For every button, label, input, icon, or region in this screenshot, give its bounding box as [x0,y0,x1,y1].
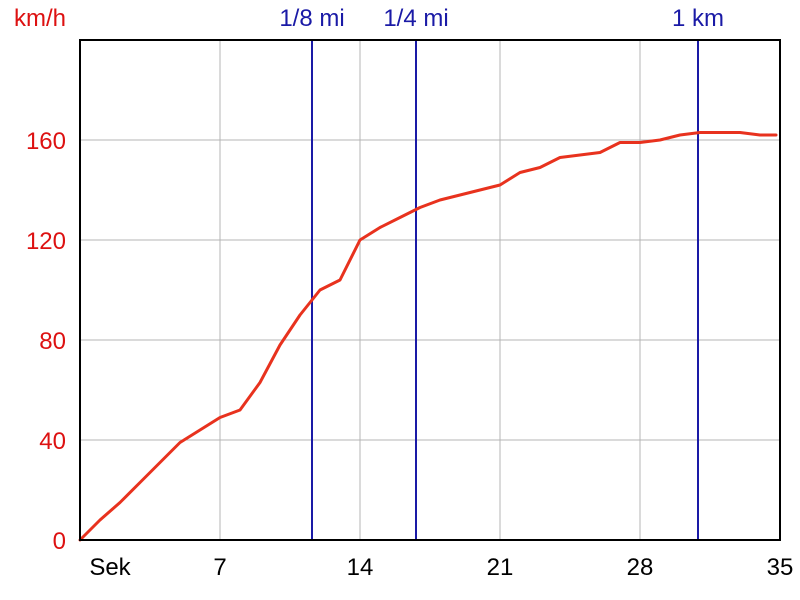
marker-label-1: 1/4 mi [383,5,448,32]
x-tick-label-3: 28 [627,554,654,581]
y-axis-label: km/h [14,5,66,32]
y-tick-label-3: 120 [26,228,66,255]
y-tick-label-0: 0 [53,528,66,555]
x-tick-labels: 7 14 21 28 35 [213,554,793,581]
y-tick-labels: 0 40 80 120 160 [26,128,66,555]
x-axis-label: Sek [89,554,131,581]
plot-frame [79,39,781,541]
marker-label-0: 1/8 mi [279,5,344,32]
distance-markers [311,40,699,540]
y-tick-label-1: 40 [39,428,66,455]
x-tick-label-2: 21 [487,554,514,581]
grid-lines [80,40,781,541]
x-tick-label-0: 7 [213,554,226,581]
marker-labels: 1/8 mi 1/4 mi 1 km [279,5,724,32]
speed-series [78,131,778,542]
y-tick-label-2: 80 [39,328,66,355]
x-tick-label-1: 14 [347,554,374,581]
marker-label-2: 1 km [672,5,724,32]
speed-line-0 [78,131,778,542]
y-tick-label-4: 160 [26,128,66,155]
x-tick-label-4: 35 [767,554,794,581]
